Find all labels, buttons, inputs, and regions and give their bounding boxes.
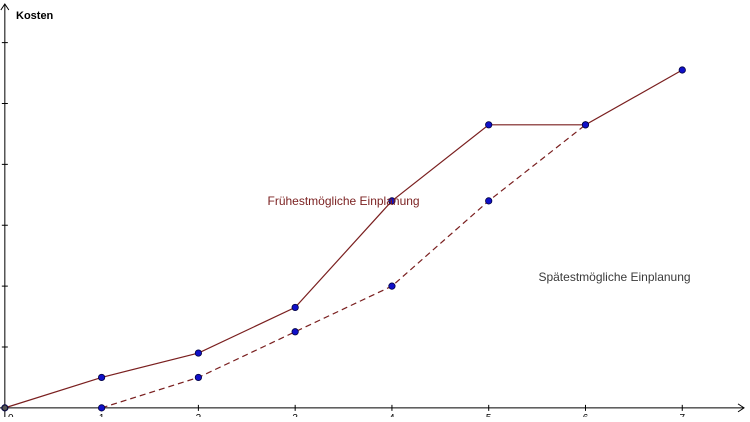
series-lines [4, 69, 683, 409]
data-point-fruehest [388, 197, 396, 205]
x-tick-label: 4 [389, 413, 395, 417]
series-line-spaetest [101, 124, 586, 409]
data-point-spaetest [194, 373, 202, 382]
y-axis-title: Kosten [16, 10, 54, 22]
x-axis-arrow [737, 403, 745, 413]
x-tick-label: 3 [292, 413, 298, 417]
y-axis-arrow [0, 3, 10, 11]
data-point-spaetest [98, 404, 106, 412]
data-point-fruehest [194, 349, 202, 357]
annotation-fruehest: Frühestmögliche Einplanung [268, 194, 420, 208]
data-point-fruehest [485, 121, 493, 129]
series-line-fruehest [4, 69, 683, 409]
data-point-fruehest [678, 66, 686, 74]
x-tick-label: 5 [486, 413, 492, 417]
data-point-fruehest [291, 303, 299, 312]
x-tick-label: 2 [196, 413, 202, 417]
x-tick-label: 0 [8, 413, 14, 417]
x-tick-label: 6 [583, 413, 589, 417]
data-point-spaetest [388, 282, 396, 290]
axes [0, 3, 745, 417]
x-tick-label: 7 [679, 413, 685, 417]
data-point-spaetest [291, 328, 299, 336]
data-points [1, 66, 686, 412]
origin-point [2, 405, 8, 411]
x-tick-label: 1 [99, 413, 105, 417]
chart-text: 01234567020040060080010001200MonatKosten… [8, 10, 728, 422]
data-point-fruehest [98, 373, 106, 382]
data-point-spaetest [581, 121, 590, 129]
annotation-spaetest: Spätestmögliche Einplanung [538, 270, 690, 284]
data-point-spaetest [485, 197, 493, 205]
